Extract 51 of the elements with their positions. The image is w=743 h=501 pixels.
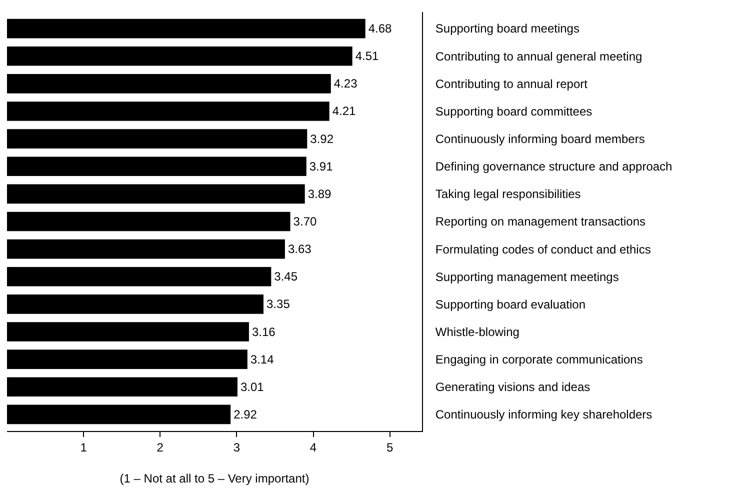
data-label: 4.51: [355, 49, 379, 64]
data-label: 3.45: [274, 270, 298, 284]
bar: [7, 46, 352, 66]
y-tick-label: Contributing to annual report: [435, 76, 588, 91]
data-label: 2.92: [234, 407, 258, 422]
y-tick-label: Engaging in corporate communications: [435, 352, 643, 367]
x-tick-label: 1: [80, 440, 88, 454]
y-tick-label: Contributing to annual general meeting: [435, 49, 642, 64]
data-label: 4.68: [368, 22, 392, 36]
data-label: 3.14: [250, 352, 274, 366]
x-tick-label: 5: [386, 440, 394, 454]
x-tick-label: 3: [233, 440, 240, 454]
y-tick-label: Formulating codes of conduct and ethics: [435, 242, 651, 256]
data-label: 4.21: [332, 104, 356, 118]
bar: [7, 74, 331, 94]
bar: [7, 377, 238, 397]
bar: [7, 404, 231, 424]
y-tick-label: Taking legal responsibilities: [435, 187, 581, 202]
data-label: 3.89: [308, 186, 332, 201]
bar: [7, 239, 285, 259]
y-tick-label: Supporting management meetings: [435, 270, 619, 284]
y-tick-label: Supporting board committees: [435, 104, 592, 118]
data-label: 4.23: [334, 76, 358, 91]
y-tick-label: Continuously informing key shareholders: [435, 408, 652, 422]
bar: [7, 184, 305, 204]
data-label: 3.92: [310, 132, 334, 146]
bar: [7, 129, 308, 148]
data-label: 3.01: [240, 380, 264, 394]
bar: [7, 266, 272, 286]
bar: [7, 322, 249, 342]
y-tick-label: Reporting on management transactions: [435, 214, 646, 229]
bar: [7, 156, 306, 176]
bar: [7, 18, 366, 38]
y-tick-label: Whistle-blowing: [435, 324, 520, 339]
bar: [7, 294, 264, 314]
data-label: 3.35: [266, 297, 290, 312]
y-tick-label: Supporting board evaluation: [435, 297, 586, 312]
y-tick-label: Supporting board meetings: [435, 22, 580, 36]
data-label: 3.16: [252, 324, 276, 339]
data-label: 3.63: [288, 242, 312, 256]
y-tick-label: Continuously informing board members: [435, 132, 645, 146]
y-tick-label: Generating visions and ideas: [435, 380, 590, 394]
y-tick-label: Defining governance structure and approach: [435, 160, 672, 174]
data-label: 3.70: [293, 214, 317, 228]
x-tick-label: 2: [156, 440, 164, 454]
bar: [7, 212, 290, 232]
x-axis-title: (1 – Not at all to 5 – Very important): [120, 471, 310, 486]
bar: [7, 102, 330, 121]
bar: [7, 350, 248, 369]
x-tick-label: 4: [310, 440, 317, 454]
data-label: 3.91: [309, 159, 334, 174]
